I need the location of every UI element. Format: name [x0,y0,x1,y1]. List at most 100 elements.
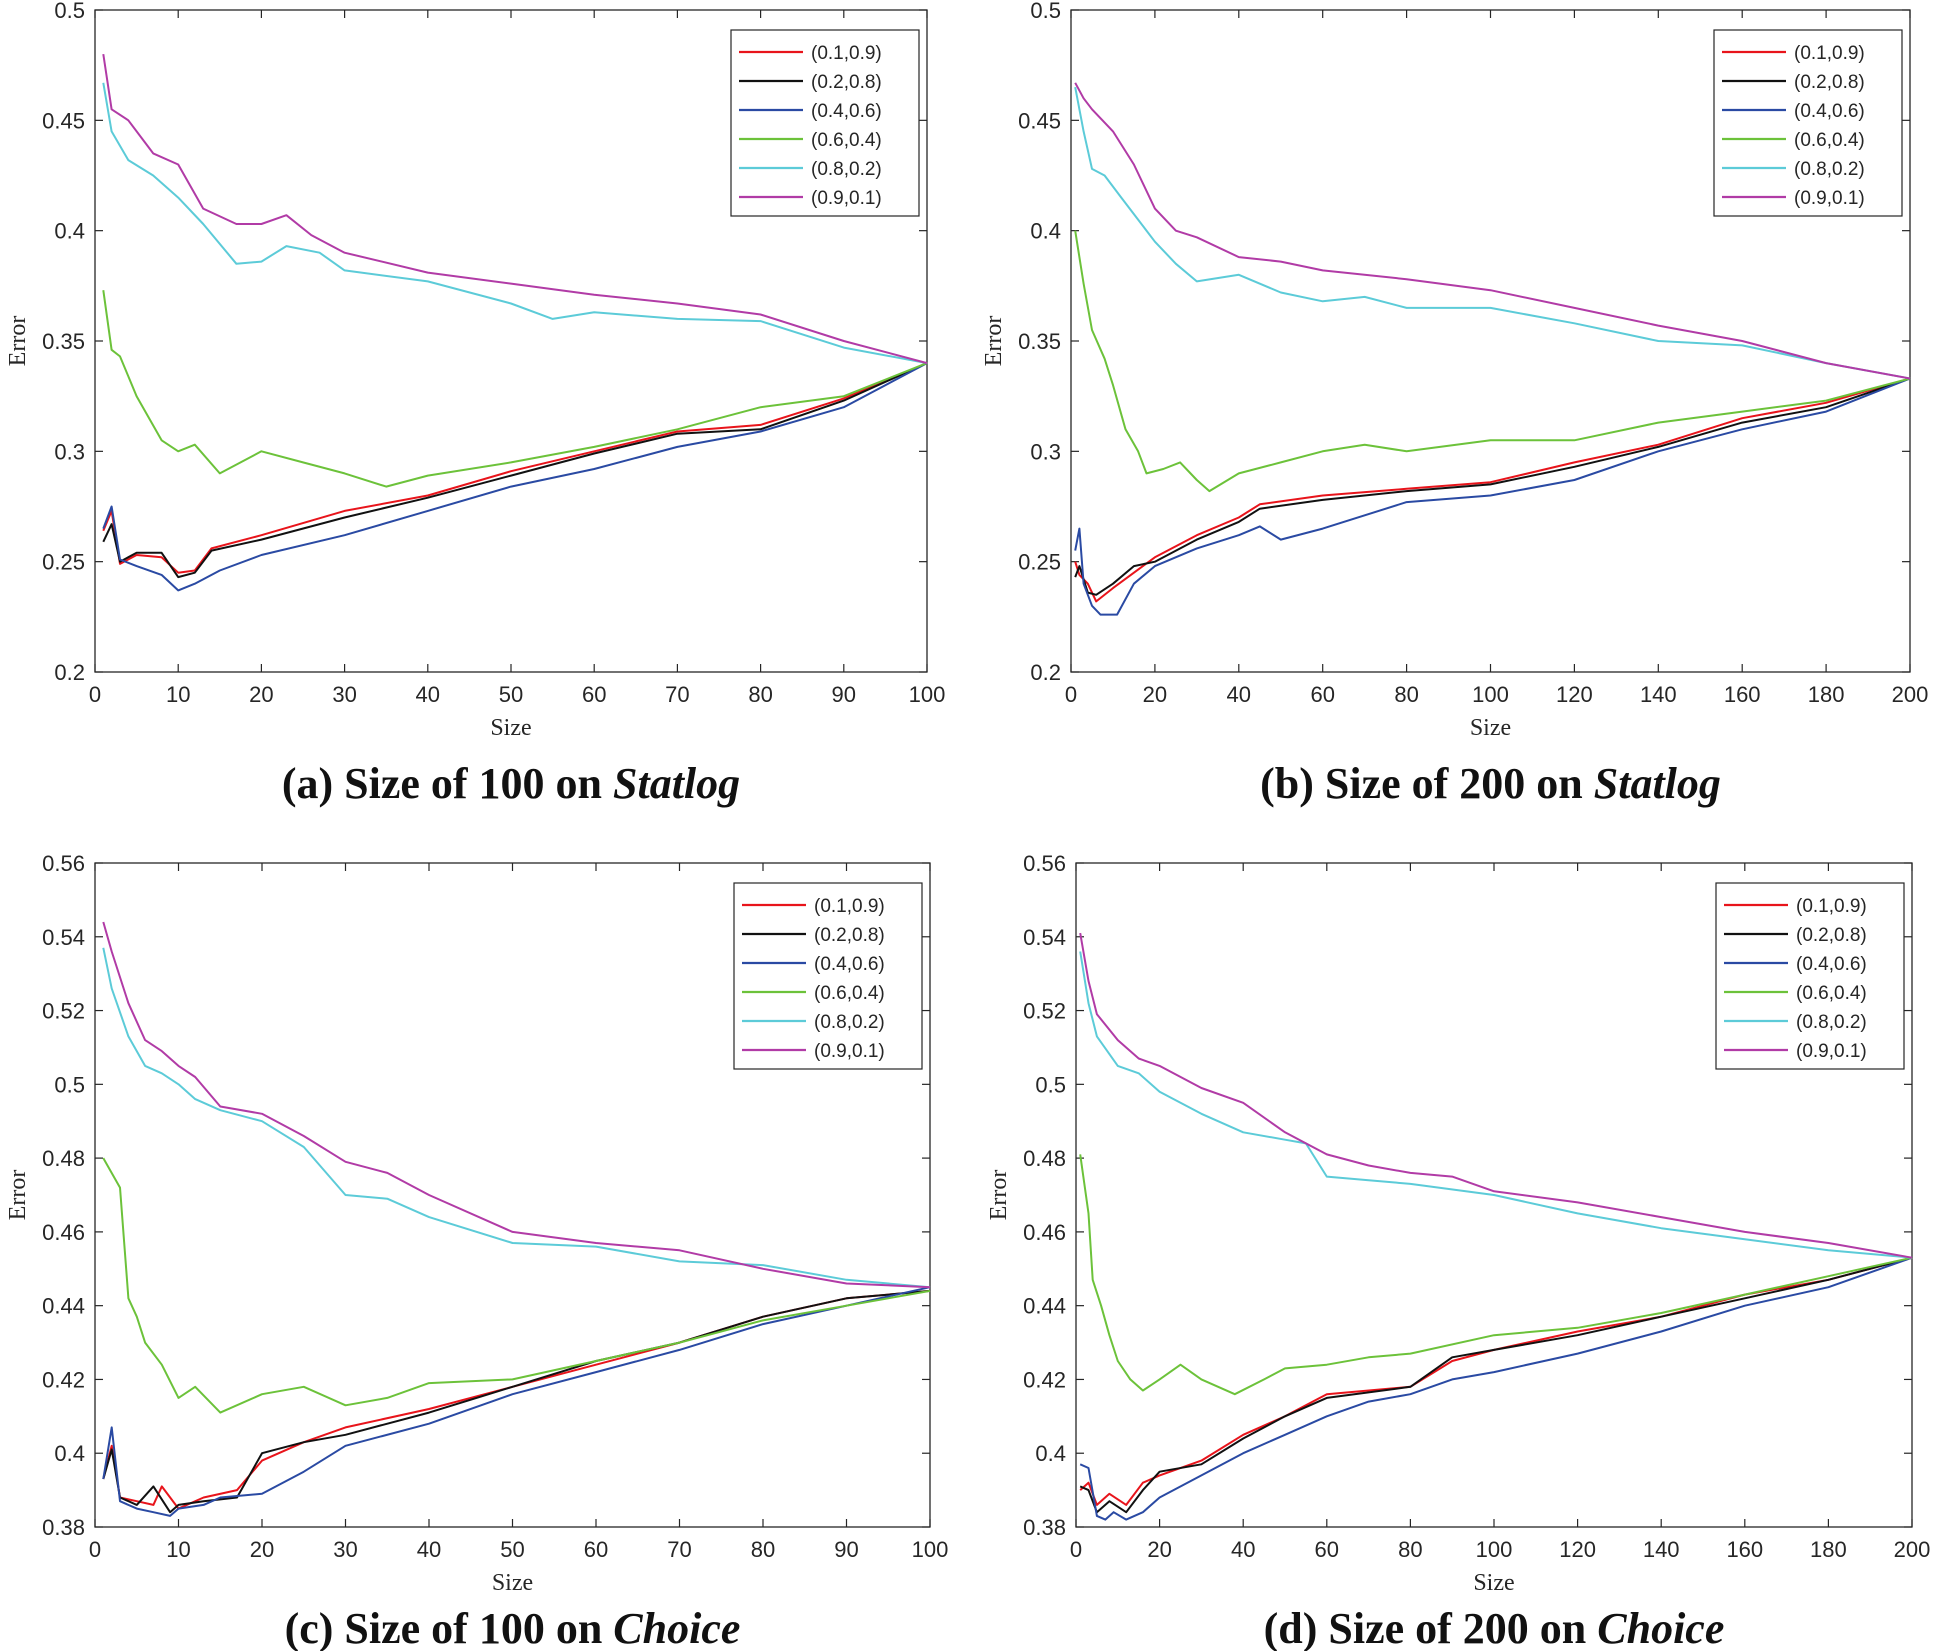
caption: (b) Size of 200 on Statlog [1260,759,1721,808]
y-tick-label: 0.52 [1023,999,1066,1024]
y-tick-label: 0.38 [1023,1515,1066,1540]
y-tick-label: 0.35 [1018,329,1061,354]
legend-label: (0.2,0.8) [1794,72,1865,93]
y-tick-label: 0.45 [1018,108,1061,133]
x-tick-label: 30 [332,682,356,707]
x-tick-label: 160 [1726,1537,1763,1562]
x-tick-label: 200 [1894,1537,1931,1562]
caption-dataset: Choice [1597,1604,1724,1651]
x-tick-label: 40 [416,682,440,707]
x-tick-label: 0 [1070,1537,1082,1562]
y-tick-label: 0.54 [42,925,85,950]
x-tick-label: 100 [912,1537,949,1562]
legend-label: (0.4,0.6) [811,101,882,122]
x-tick-label: 80 [1398,1537,1422,1562]
x-tick-label: 80 [1394,682,1418,707]
x-tick-label: 100 [1472,682,1509,707]
series-line-4 [1079,1154,1913,1396]
series-line-1 [1074,377,1911,603]
legend-box [1713,29,1903,217]
y-tick-label: 0.35 [42,329,85,354]
x-tick-label: 40 [1227,682,1251,707]
x-axis-title: Size [1473,1570,1514,1596]
y-tick-label: 0.46 [42,1220,85,1245]
y-axis-title: Error [986,1170,1012,1221]
chart-panel-4: 0 20 40 60 80 100 120 140 160 180 200 0.38 0.4 0.42 0.… [986,851,1930,1651]
x-tick-label: 120 [1556,682,1593,707]
y-tick-label: 0.46 [1023,1220,1066,1245]
legend: (0.1,0.9) (0.2,0.8) (0.4,0.6) (0.6,0.4) (0.8… [733,882,923,1070]
x-axis-title: Size [492,1570,533,1596]
x-tick-label: 60 [1315,1537,1339,1562]
legend-label: (0.1,0.9) [1794,43,1865,64]
x-tick-label: 140 [1640,682,1677,707]
legend-label: (0.1,0.9) [814,896,885,917]
y-tick-label: 0.4 [54,219,85,244]
x-tick-label: 20 [250,1537,274,1562]
y-tick-label: 0.4 [1030,219,1061,244]
caption-dataset: Choice [613,1604,740,1651]
legend-label: (0.9,0.1) [811,188,882,209]
legend-label: (0.6,0.4) [1794,130,1865,151]
series-line-4 [102,1157,931,1414]
x-tick-label: 60 [582,682,606,707]
y-tick-label: 0.5 [1035,1072,1066,1097]
series-line-3 [1074,377,1911,616]
y-tick-label: 0.4 [1035,1441,1066,1466]
x-tick-label: 70 [665,682,689,707]
y-tick-label: 0.54 [1023,925,1066,950]
legend-box [733,882,923,1070]
legend-label: (0.8,0.2) [811,159,882,180]
x-tick-label: 200 [1892,682,1929,707]
x-tick-label: 0 [89,1537,101,1562]
y-tick-label: 0.2 [1030,660,1061,685]
legend-label: (0.8,0.2) [1796,1012,1867,1033]
series-line-3 [102,1286,931,1517]
series-line-6 [1079,932,1913,1259]
legend: (0.1,0.9) (0.2,0.8) (0.4,0.6) (0.6,0.4) (0.8… [1713,29,1903,217]
legend-box [1715,882,1905,1070]
series-line-1 [102,362,928,574]
legend-label: (0.2,0.8) [814,925,885,946]
x-tick-label: 90 [834,1537,858,1562]
y-tick-label: 0.38 [42,1515,85,1540]
legend-label: (0.2,0.8) [811,72,882,93]
legend: (0.1,0.9) (0.2,0.8) (0.4,0.6) (0.6,0.4) (0.8… [1715,882,1905,1070]
y-tick-label: 0.48 [42,1146,85,1171]
series-line-2 [1074,377,1911,596]
legend-label: (0.1,0.9) [811,43,882,64]
y-axis-title: Error [5,1170,31,1221]
y-tick-label: 0.25 [1018,550,1061,575]
y-tick-label: 0.4 [54,1441,85,1466]
legend-label: (0.8,0.2) [1794,159,1865,180]
x-tick-label: 10 [166,682,190,707]
x-tick-label: 20 [1143,682,1167,707]
caption-prefix: (d) Size of 200 on [1264,1604,1598,1651]
x-axis-title: Size [1470,715,1511,741]
x-tick-label: 180 [1810,1537,1847,1562]
caption: (a) Size of 100 on Statlog [282,759,740,808]
y-tick-label: 0.56 [42,851,85,876]
series-line-5 [1074,87,1911,380]
x-tick-label: 90 [832,682,856,707]
x-tick-label: 60 [1310,682,1334,707]
y-tick-label: 0.48 [1023,1146,1066,1171]
chart-panel-3: 0 10 20 30 40 50 60 70 80 90 100 0.38 0.4 0.42 0.44 0.4… [5,851,948,1651]
series-line-3 [1079,1256,1913,1521]
legend-label: (0.6,0.4) [811,130,882,151]
x-tick-label: 100 [1476,1537,1513,1562]
caption-prefix: (c) Size of 100 on [285,1604,614,1651]
x-tick-label: 40 [417,1537,441,1562]
legend-label: (0.1,0.9) [1796,896,1867,917]
x-axis-title: Size [490,715,531,741]
y-tick-label: 0.5 [1030,0,1061,23]
y-tick-label: 0.42 [1023,1367,1066,1392]
legend-label: (0.4,0.6) [1796,954,1867,975]
legend-label: (0.9,0.1) [814,1041,885,1062]
y-axis-title: Error [981,316,1007,367]
caption-prefix: (b) Size of 200 on [1260,759,1594,808]
legend: (0.1,0.9) (0.2,0.8) (0.4,0.6) (0.6,0.4) (0.8… [730,29,920,217]
y-tick-label: 0.52 [42,999,85,1024]
x-tick-label: 160 [1724,682,1761,707]
series-line-5 [102,947,931,1289]
